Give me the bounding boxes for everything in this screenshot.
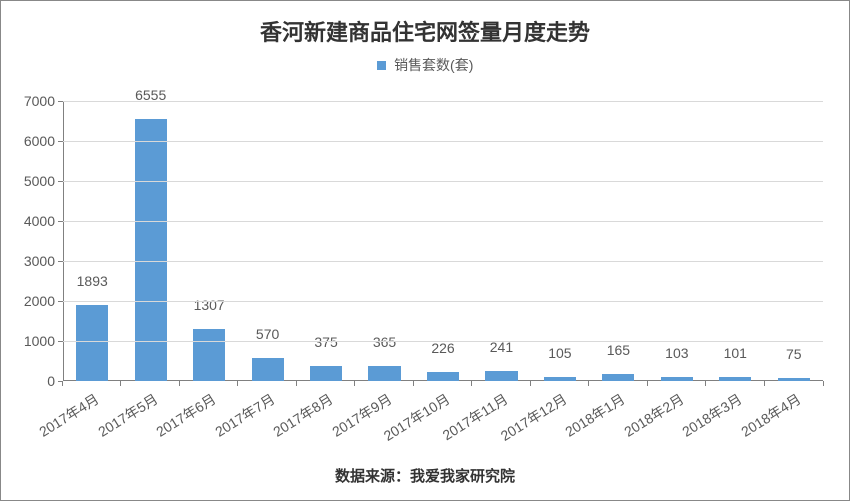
bar-slot: 5702017年7月 [238, 101, 296, 381]
legend-swatch [377, 61, 386, 70]
x-tick-mark [588, 381, 589, 386]
bar-slot: 752018年4月 [765, 101, 823, 381]
bar [368, 366, 400, 381]
y-tick-label: 3000 [24, 253, 63, 269]
data-label: 75 [765, 346, 823, 362]
bar [661, 377, 693, 381]
x-tick-mark [354, 381, 355, 386]
data-label: 1307 [180, 297, 238, 313]
x-label: 2018年3月 [679, 389, 746, 441]
bar [427, 372, 459, 381]
bar-slot: 1052017年12月 [531, 101, 589, 381]
legend: 销售套数(套) [1, 55, 849, 75]
bars-group: 18932017年4月65552017年5月13072017年6月5702017… [63, 101, 823, 381]
x-tick-mark [179, 381, 180, 386]
x-label: 2018年2月 [620, 389, 687, 441]
x-tick-mark [413, 381, 414, 386]
bar-slot: 2412017年11月 [472, 101, 530, 381]
bar-slot: 65552017年5月 [121, 101, 179, 381]
bar-slot: 3652017年9月 [355, 101, 413, 381]
x-label: 2018年4月 [737, 389, 804, 441]
grid-line [63, 341, 823, 342]
x-tick-mark [823, 381, 824, 386]
data-label: 365 [355, 334, 413, 350]
data-label: 226 [414, 340, 472, 356]
bar [602, 374, 634, 381]
x-label: 2018年1月 [562, 389, 629, 441]
data-label: 1893 [63, 273, 121, 289]
grid-line [63, 301, 823, 302]
x-tick-mark [705, 381, 706, 386]
bar-slot: 1012018年3月 [706, 101, 764, 381]
bar [544, 377, 576, 381]
chart-container: 香河新建商品住宅网签量月度走势 销售套数(套) 18932017年4月65552… [0, 0, 850, 501]
x-tick-mark [237, 381, 238, 386]
bar-slot: 13072017年6月 [180, 101, 238, 381]
grid-line [63, 101, 823, 102]
bar [252, 358, 284, 381]
bar-slot: 3752017年8月 [297, 101, 355, 381]
grid-line [63, 141, 823, 142]
x-label: 2017年4月 [35, 389, 102, 441]
bar [193, 329, 225, 381]
x-tick-mark [120, 381, 121, 386]
data-label: 101 [706, 345, 764, 361]
data-label: 375 [297, 334, 355, 350]
y-tick-label: 5000 [24, 173, 63, 189]
bar-slot: 18932017年4月 [63, 101, 121, 381]
data-label: 165 [589, 342, 647, 358]
chart-title: 香河新建商品住宅网签量月度走势 [1, 1, 849, 47]
grid-line [63, 221, 823, 222]
y-tick-label: 4000 [24, 213, 63, 229]
y-tick-label: 2000 [24, 293, 63, 309]
y-tick-label: 0 [47, 373, 63, 389]
plot-area: 18932017年4月65552017年5月13072017年6月5702017… [63, 101, 823, 381]
x-tick-mark [471, 381, 472, 386]
grid-line [63, 261, 823, 262]
legend-label: 销售套数(套) [394, 57, 473, 73]
x-label: 2017年7月 [211, 389, 278, 441]
bar-slot: 2262017年10月 [414, 101, 472, 381]
bar-slot: 1652018年1月 [589, 101, 647, 381]
bar [719, 377, 751, 381]
bar-slot: 1032018年2月 [648, 101, 706, 381]
x-tick-mark [530, 381, 531, 386]
bar [778, 378, 810, 381]
x-tick-mark [296, 381, 297, 386]
x-label: 2017年5月 [94, 389, 161, 441]
data-label: 105 [531, 345, 589, 361]
bar [310, 366, 342, 381]
y-tick-label: 7000 [24, 93, 63, 109]
x-tick-mark [764, 381, 765, 386]
bar [485, 371, 517, 381]
y-tick-label: 1000 [24, 333, 63, 349]
x-label: 2017年8月 [269, 389, 336, 441]
x-label: 2017年12月 [497, 389, 571, 446]
grid-line [63, 181, 823, 182]
data-label: 103 [648, 345, 706, 361]
bar [76, 305, 108, 381]
y-tick-label: 6000 [24, 133, 63, 149]
x-label: 2017年6月 [152, 389, 219, 441]
source-label: 数据来源：我爱我家研究院 [1, 465, 849, 486]
x-tick-mark [647, 381, 648, 386]
data-label: 570 [238, 326, 296, 342]
